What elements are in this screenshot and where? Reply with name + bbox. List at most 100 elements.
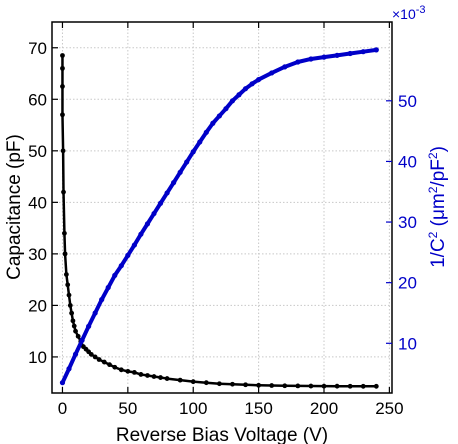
capacitance-series-line bbox=[61, 54, 378, 388]
capacitance-data-point bbox=[60, 112, 65, 118]
inverse-c2-data-point bbox=[66, 366, 72, 372]
inverse-c2-data-point bbox=[118, 263, 124, 269]
capacitance-data-point bbox=[256, 382, 262, 388]
capacitance-data-point bbox=[60, 84, 65, 89]
capacitance-data-point bbox=[269, 383, 275, 388]
inverse-c2-data-point bbox=[229, 98, 236, 104]
x-tick-label: 250 bbox=[375, 399, 403, 418]
capacitance-data-point bbox=[62, 230, 67, 236]
capacitance-data-point bbox=[321, 383, 327, 389]
inverse-c2-data-point bbox=[334, 52, 340, 58]
capacitance-data-point bbox=[151, 374, 157, 379]
capacitance-data-point bbox=[73, 328, 78, 334]
inverse-c2-data-point bbox=[190, 149, 196, 155]
y-right-tick-label: 10 bbox=[398, 334, 417, 353]
capacitance-data-point bbox=[145, 373, 150, 378]
inverse-c2-data-point bbox=[171, 180, 177, 186]
inverse-c2-data-point bbox=[360, 49, 366, 55]
x-tick-label: 0 bbox=[58, 399, 67, 418]
x-tick-label: 50 bbox=[118, 399, 137, 418]
capacitance-data-point bbox=[125, 368, 131, 374]
capacitance-data-point bbox=[88, 351, 94, 357]
capacitance-data-point bbox=[164, 376, 170, 381]
inverse-c2-data-point bbox=[295, 59, 301, 65]
capacitance-data-point bbox=[230, 381, 235, 387]
y-right-tick-label: 30 bbox=[398, 213, 417, 232]
capacitance-data-point bbox=[216, 381, 222, 387]
capacitance-data-point bbox=[373, 383, 379, 389]
capacitance-data-point bbox=[96, 357, 102, 362]
inverse-c2-data-point bbox=[282, 64, 288, 70]
inverse-c2-data-point bbox=[216, 113, 222, 119]
inverse-c2-data-point bbox=[256, 76, 262, 83]
inverse-c2-data-point bbox=[249, 81, 255, 87]
right-axis-title-mid2: /pF bbox=[428, 159, 449, 186]
capacitance-data-point bbox=[63, 272, 69, 277]
right-axis-multiplier-base: ×10 bbox=[392, 6, 416, 22]
right-axis-title-sup1: 2 bbox=[426, 231, 440, 238]
inverse-c2-data-point bbox=[112, 272, 118, 278]
capacitance-data-point bbox=[67, 303, 73, 308]
inverse-c2-data-point bbox=[269, 70, 275, 76]
inverse-c2-data-point bbox=[236, 92, 242, 98]
inverse-c2-data-point bbox=[308, 56, 314, 62]
inverse-c2-data-point bbox=[86, 323, 92, 329]
y-right-tick-label: 20 bbox=[398, 274, 417, 293]
inverse-c2-data-point bbox=[164, 190, 170, 196]
capacitance-data-point bbox=[65, 282, 71, 288]
capacitance-data-point bbox=[75, 333, 81, 339]
inverse-c2-data-point bbox=[79, 337, 85, 343]
capacitance-data-point bbox=[308, 383, 314, 389]
capacitance-data-point bbox=[60, 148, 66, 154]
capacitance-data-point bbox=[334, 383, 340, 389]
right-axis-title: 1/C2 (μm2/pF2) bbox=[426, 146, 449, 268]
inverse-c2-data-point bbox=[92, 310, 98, 316]
inverse-c2-data-point bbox=[138, 231, 144, 237]
inverse-c2-data-point bbox=[144, 221, 151, 227]
capacitance-data-point bbox=[295, 383, 301, 389]
inverse-c2-data-point bbox=[184, 159, 190, 165]
capacitance-data-point bbox=[92, 354, 98, 360]
inverse-c2-data-point bbox=[210, 120, 216, 126]
inverse-c2-data-point bbox=[242, 86, 249, 92]
inverse-c2-data-point bbox=[72, 351, 79, 357]
capacitance-data-point bbox=[138, 372, 144, 377]
right-axis-title-prefix: 1/C bbox=[428, 238, 449, 268]
inverse-c2-data-point bbox=[223, 106, 229, 112]
y-left-tick-label: 40 bbox=[28, 193, 47, 212]
right-axis-title-sup2: 2 bbox=[426, 186, 440, 193]
y-left-tick-label: 60 bbox=[28, 90, 47, 109]
axis-ticks: 0 50 100 150 200 250 10 20 30 40 50 60 70 10 20 30 40 50 bbox=[28, 22, 417, 418]
y-left-tick-label: 30 bbox=[28, 245, 47, 264]
capacitance-data-point bbox=[101, 359, 107, 365]
capacitance-data-point bbox=[203, 380, 209, 386]
capacitance-data-point bbox=[66, 292, 72, 298]
inverse-c2-data-point bbox=[197, 139, 203, 145]
x-axis-title: Reverse Bias Voltage (V) bbox=[116, 425, 328, 444]
inverse-c2-data-point bbox=[203, 129, 209, 135]
capacitance-data-point bbox=[282, 383, 288, 389]
capacitance-data-point bbox=[71, 323, 77, 329]
capacitance-data-point bbox=[69, 310, 75, 316]
right-axis-title-sup3: 2 bbox=[426, 152, 440, 159]
inverse-c2-data-point bbox=[373, 47, 379, 53]
inverse-c2-data-point bbox=[99, 297, 105, 303]
inverse-c2-data-point bbox=[131, 242, 137, 248]
inverse-c2-data-point bbox=[151, 210, 157, 217]
left-axis-title: Capacitance (pF) bbox=[4, 134, 25, 280]
inverse-c2-data-point bbox=[157, 200, 164, 206]
y-right-tick-label: 50 bbox=[398, 92, 417, 111]
capacitance-data-point bbox=[177, 377, 183, 383]
y-left-tick-label: 10 bbox=[28, 348, 47, 367]
capacitance-data-point bbox=[360, 383, 366, 389]
right-axis-multiplier: ×10-3 bbox=[392, 4, 426, 22]
inverse-c2-data-point bbox=[321, 54, 327, 60]
capacitance-data-point bbox=[60, 65, 65, 71]
capacitance-data-point bbox=[61, 189, 66, 195]
capacitance-data-point bbox=[118, 367, 124, 373]
x-tick-label: 200 bbox=[310, 399, 338, 418]
inverse-c2-data-point bbox=[59, 380, 66, 386]
right-axis-title-suffix: ) bbox=[428, 146, 449, 152]
capacitance-data-point bbox=[347, 383, 353, 389]
